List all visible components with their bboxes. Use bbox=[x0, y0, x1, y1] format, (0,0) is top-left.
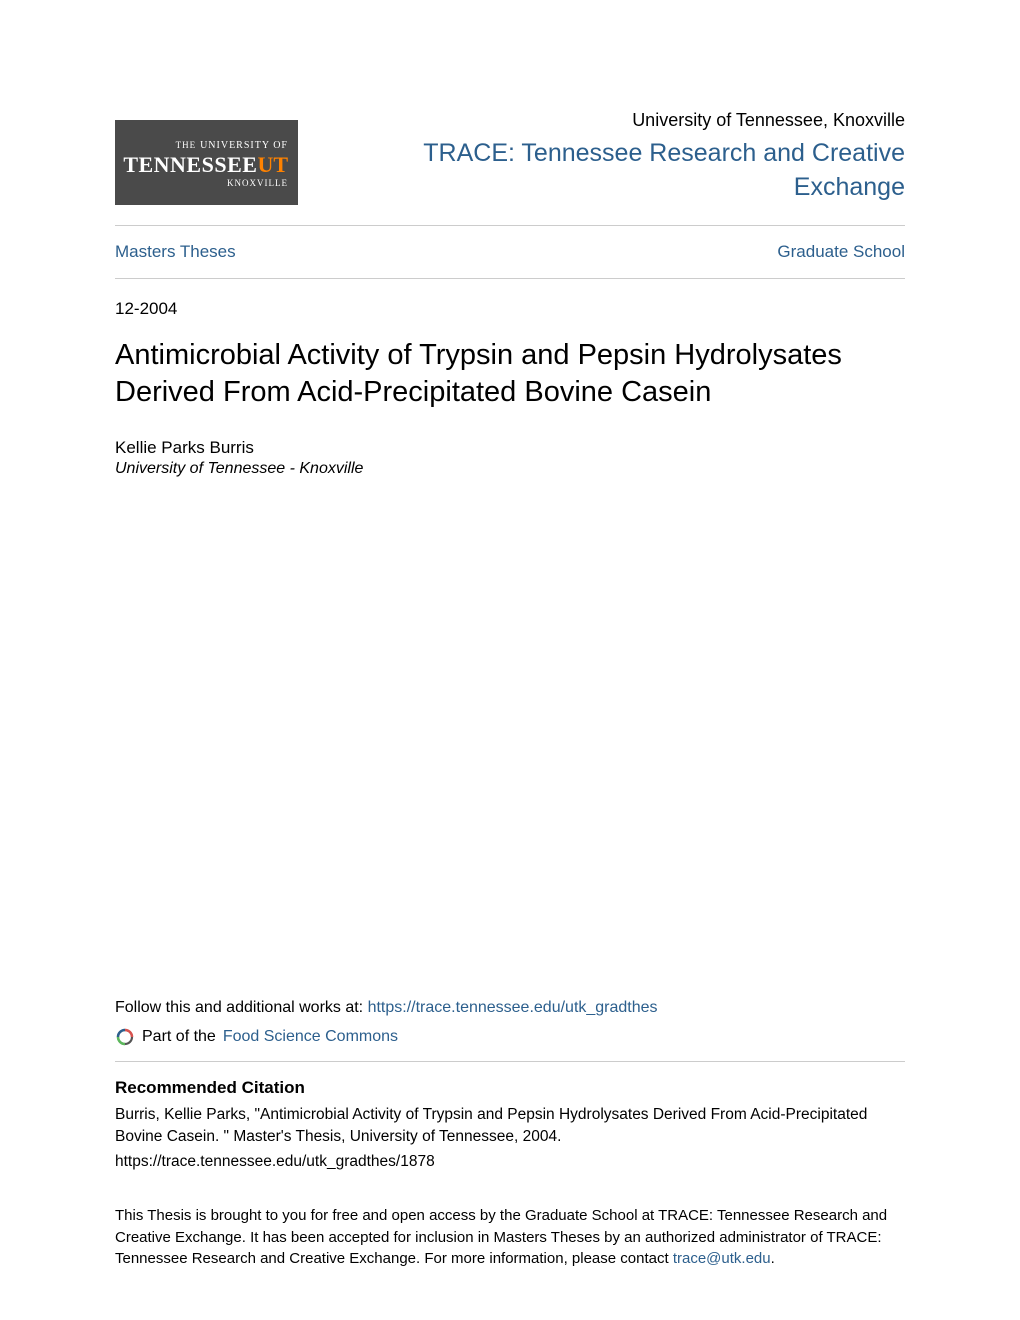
repository-line1: TRACE: Tennessee Research and Creative bbox=[423, 139, 905, 167]
repository-link[interactable]: TRACE: Tennessee Research and Creative Ex… bbox=[423, 139, 905, 201]
nav-left-link[interactable]: Masters Theses bbox=[115, 242, 236, 262]
part-of-prefix: Part of the bbox=[142, 1028, 216, 1046]
citation-body: Burris, Kellie Parks, "Antimicrobial Act… bbox=[115, 1104, 905, 1149]
breadcrumb-nav: Masters Theses Graduate School bbox=[115, 226, 905, 278]
commons-network-icon bbox=[115, 1027, 135, 1047]
access-statement: This Thesis is brought to you for free a… bbox=[115, 1205, 905, 1270]
institution-name: University of Tennessee, Knoxville bbox=[320, 110, 905, 131]
author-name: Kellie Parks Burris bbox=[115, 438, 905, 458]
contact-email-link[interactable]: trace@utk.edu bbox=[673, 1250, 771, 1267]
repository-line2: Exchange bbox=[794, 173, 905, 201]
follow-prefix: Follow this and additional works at: bbox=[115, 999, 368, 1016]
document-title: Antimicrobial Activity of Trypsin and Pe… bbox=[115, 337, 905, 412]
repository-name: TRACE: Tennessee Research and Creative Ex… bbox=[320, 137, 905, 205]
university-logo: THE UNIVERSITY OF TENNESSEEUT KNOXVILLE bbox=[115, 120, 298, 205]
part-of-link[interactable]: Food Science Commons bbox=[223, 1028, 398, 1046]
statement-text-after: . bbox=[771, 1250, 775, 1267]
logo-university-of: UNIVERSITY OF bbox=[200, 140, 288, 151]
header-text: University of Tennessee, Knoxville TRACE… bbox=[320, 110, 905, 205]
citation-heading: Recommended Citation bbox=[115, 1078, 905, 1098]
logo-tennessee: TENNESSEE bbox=[123, 153, 257, 177]
part-of-row: Part of the Food Science Commons bbox=[115, 1027, 905, 1047]
header-row: THE UNIVERSITY OF TENNESSEEUT KNOXVILLE … bbox=[115, 110, 905, 205]
logo-knoxville: KNOXVILLE bbox=[227, 179, 288, 189]
citation-url: https://trace.tennessee.edu/utk_gradthes… bbox=[115, 1153, 905, 1171]
logo-the: THE bbox=[176, 140, 197, 150]
divider-citation bbox=[115, 1061, 905, 1062]
logo-ut-glyph: UT bbox=[257, 153, 288, 177]
follow-url-link[interactable]: https://trace.tennessee.edu/utk_gradthes bbox=[368, 999, 658, 1016]
document-date: 12-2004 bbox=[115, 299, 905, 319]
nav-right-link[interactable]: Graduate School bbox=[777, 242, 905, 262]
follow-row: Follow this and additional works at: htt… bbox=[115, 999, 905, 1017]
author-affiliation: University of Tennessee - Knoxville bbox=[115, 460, 905, 478]
divider-nav bbox=[115, 278, 905, 279]
lower-metadata-block: Follow this and additional works at: htt… bbox=[115, 999, 905, 1270]
